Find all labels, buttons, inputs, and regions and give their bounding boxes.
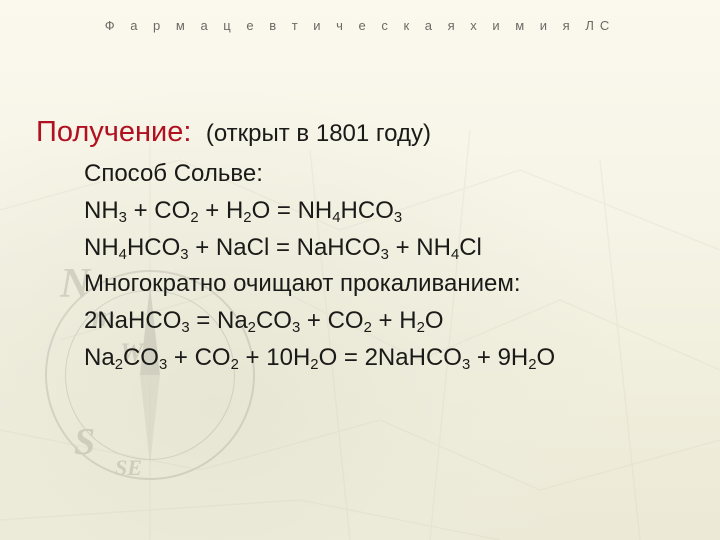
compass-s-label: S bbox=[74, 420, 95, 464]
body-block: Способ Сольве: NH3 + CO2 + H2O = NH4HCO3… bbox=[84, 157, 690, 376]
slide-header: Ф а р м а ц е в т и ч е с к а я х и м и … bbox=[0, 18, 720, 33]
compass-se-label: SE bbox=[115, 455, 142, 481]
line-purify: Многократно очищают прокаливанием: bbox=[84, 267, 690, 302]
slide-content: Получение: (открыт в 1801 году) Способ С… bbox=[36, 116, 690, 378]
formula-1: NH3 + CO2 + H2O = NH4HCO3 bbox=[84, 194, 690, 229]
year-note: (открыт в 1801 году) bbox=[206, 120, 431, 147]
formula-3: 2NaHCO3 = Na2CO3 + CO2 + H2O bbox=[84, 304, 690, 339]
line-method: Способ Сольве: bbox=[84, 157, 690, 192]
formula-4: Na2CO3 + CO2 + 10H2O = 2NaHCO3 + 9H2O bbox=[84, 341, 690, 376]
section-title: Получение: bbox=[36, 116, 191, 148]
formula-2: NH4HCO3 + NaCl = NaHCO3 + NH4Cl bbox=[84, 231, 690, 266]
